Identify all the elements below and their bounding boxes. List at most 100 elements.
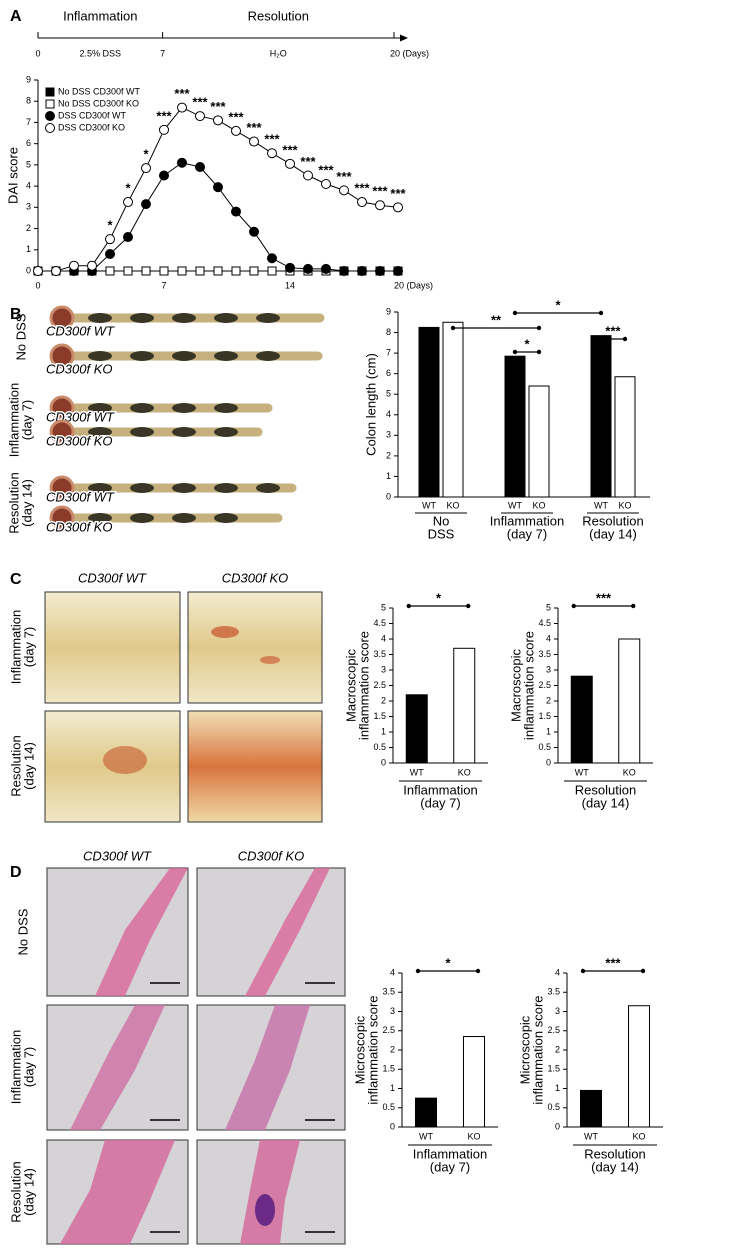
bracket-end <box>622 336 628 342</box>
bracket-end <box>536 349 542 355</box>
legend-marker <box>45 123 55 133</box>
marker <box>123 266 133 276</box>
marker <box>249 266 259 276</box>
fecal-pellet <box>172 351 196 361</box>
x-axis-label: Inflammation (day 7) <box>413 1147 487 1175</box>
y-axis-label: Macroscopicinflammation score <box>344 631 372 740</box>
y-tick-label: 2 <box>381 695 386 705</box>
bracket-end <box>580 968 586 974</box>
significance-label: *** <box>174 86 190 101</box>
y-tick-label: 0.5 <box>538 742 551 752</box>
marker <box>303 170 313 181</box>
significance-label: *** <box>605 323 621 338</box>
significance-label: *** <box>354 180 370 195</box>
cecum <box>49 305 75 331</box>
y-tick-label: 5 <box>546 602 551 612</box>
y-tick-label: 2.5 <box>382 1025 395 1035</box>
x-tick-label: WT <box>594 500 608 510</box>
condition-label: Resolution(day 14) <box>9 735 37 796</box>
y-tick-label: 0.5 <box>547 1102 560 1112</box>
legend-label: No DSS CD300f WT <box>58 86 141 96</box>
genotype-label: CD300f WT <box>46 323 115 338</box>
x-tick-label: WT <box>575 767 589 777</box>
timeline-tick-label: 7 <box>160 48 165 58</box>
photo <box>187 591 323 704</box>
significance-label: *** <box>336 169 352 184</box>
tissue <box>70 1005 165 1130</box>
significance-label: * <box>524 336 530 351</box>
marker <box>213 182 223 193</box>
y-tick-label: 2.5 <box>538 680 551 690</box>
bracket-end <box>415 968 421 974</box>
tissue <box>225 1005 310 1130</box>
y-tick-label: 3.5 <box>538 649 551 659</box>
significance-label: *** <box>264 132 280 147</box>
group-label: Inflammation (day 7) <box>490 514 564 542</box>
x-tick-label: KO <box>458 767 471 777</box>
genotype-label: CD300f KO <box>46 433 112 448</box>
bar <box>580 1089 602 1128</box>
legend-marker <box>45 99 55 109</box>
bracket-end <box>406 603 411 609</box>
fecal-pellet <box>256 483 280 493</box>
y-tick-label: 3 <box>26 202 31 212</box>
fecal-pellet <box>88 403 112 413</box>
y-axis-label: Macroscopicinflammation score <box>509 631 537 740</box>
marker <box>285 158 295 169</box>
fecal-pellet <box>88 483 112 493</box>
marker <box>141 163 151 174</box>
y-tick-label: 9 <box>386 306 391 316</box>
fecal-pellet <box>256 351 280 361</box>
x-tick-label: WT <box>422 500 436 510</box>
y-tick-label: 4 <box>555 967 560 977</box>
genotype-label: CD300f KO <box>46 361 112 376</box>
x-tick-label: WT <box>419 1131 433 1141</box>
tissue <box>60 1140 175 1244</box>
marker <box>213 115 223 126</box>
bracket-end <box>631 603 636 609</box>
bar <box>618 638 641 764</box>
y-tick-label: 4 <box>386 409 391 419</box>
y-tick-label: 3 <box>390 1006 395 1016</box>
bracket-end <box>640 968 646 974</box>
bar <box>405 694 428 764</box>
condition-label: Resolution(day 14) <box>9 1161 37 1222</box>
x-tick-label: KO <box>532 500 545 510</box>
fecal-pellet <box>130 513 154 523</box>
condition-label: Inflammation(day 7) <box>7 383 35 457</box>
significance-label: * <box>107 218 113 233</box>
bracket-end <box>450 325 456 331</box>
cecum <box>49 395 75 421</box>
marker <box>87 260 97 271</box>
marker <box>321 178 331 189</box>
phase-label: Inflammation <box>63 8 137 23</box>
phase-label: Resolution <box>248 8 309 23</box>
marker <box>321 263 331 274</box>
x-tick-label: WT <box>584 1131 598 1141</box>
x-axis-label: Resolution (day 14) <box>575 783 636 811</box>
marker <box>177 157 187 168</box>
marker <box>141 266 151 276</box>
histology-d <box>46 867 346 1245</box>
bracket-end <box>598 310 604 316</box>
marker <box>123 232 133 243</box>
bar <box>504 355 526 498</box>
y-tick-label: 3.5 <box>547 987 560 997</box>
x-tick-label: KO <box>446 500 459 510</box>
lesion <box>211 626 239 638</box>
column-header: CD300f KO <box>222 570 288 585</box>
photo <box>187 710 323 823</box>
marker <box>267 253 277 264</box>
fecal-pellet <box>172 513 196 523</box>
y-tick-label: 6 <box>386 368 391 378</box>
condition-label: Inflammation(day 7) <box>9 1030 37 1104</box>
marker <box>267 148 277 159</box>
y-tick-label: 0 <box>26 265 31 275</box>
genotype-label: CD300f WT <box>46 489 115 504</box>
lesion <box>260 656 280 664</box>
marker <box>159 266 169 276</box>
y-tick-label: 2 <box>386 450 391 460</box>
marker <box>393 202 403 213</box>
y-tick-label: 3 <box>386 430 391 440</box>
x-axis-label: Inflammation (day 7) <box>403 783 477 811</box>
